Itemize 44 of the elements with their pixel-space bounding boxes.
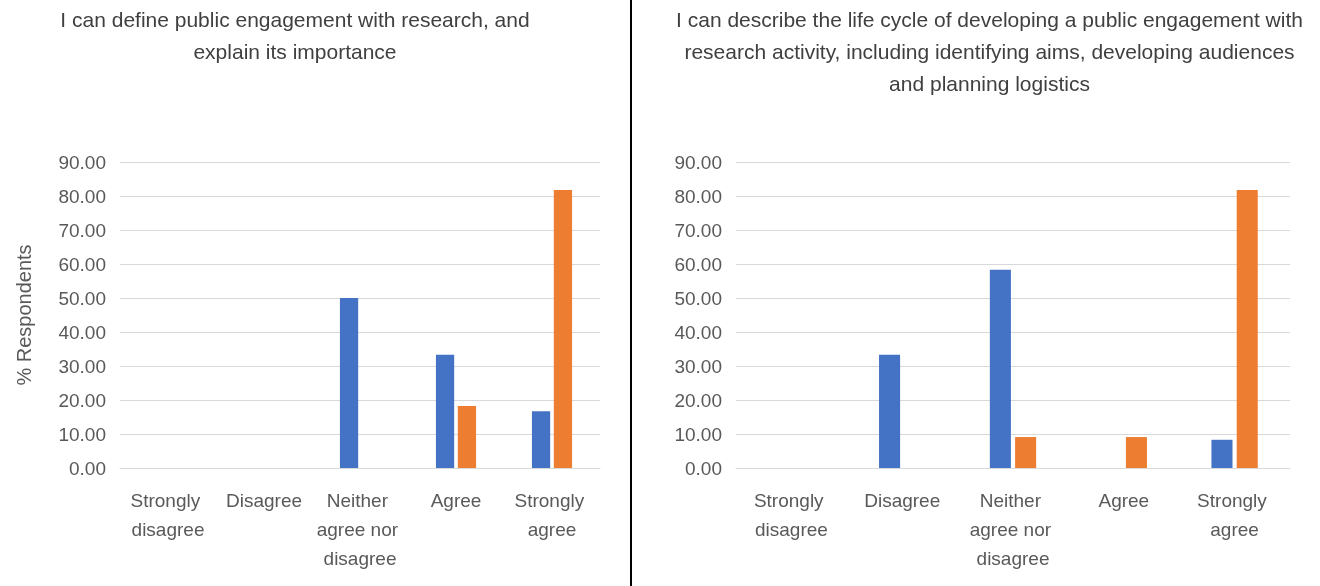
- y-tick-label: 10.00: [58, 423, 106, 445]
- y-tick-label: 20.00: [58, 389, 106, 411]
- y-tick-label: 60.00: [674, 253, 722, 275]
- x-tick-label: Disagree: [225, 490, 303, 511]
- x-tick-label: Neither agree nor disagree: [316, 490, 404, 569]
- bar: [339, 298, 359, 468]
- y-tick-label: 80.00: [58, 185, 106, 207]
- y-tick-label: 60.00: [58, 253, 106, 275]
- bar: [457, 406, 477, 468]
- x-tick-label: Strongly disagree: [753, 490, 829, 540]
- y-tick-label: 80.00: [674, 185, 722, 207]
- bar: [1125, 437, 1147, 468]
- bar: [435, 354, 455, 468]
- bar: [1015, 437, 1037, 468]
- x-tick-label: Agree: [430, 490, 482, 511]
- bar: [1236, 189, 1258, 468]
- y-tick-label: 90.00: [674, 151, 722, 173]
- y-axis-title: % Respondents: [13, 244, 35, 386]
- bar: [531, 411, 551, 468]
- x-tick-label: Strongly disagree: [130, 490, 206, 540]
- y-tick-label: 30.00: [674, 355, 722, 377]
- bar: [989, 269, 1011, 468]
- bar: [1211, 439, 1233, 468]
- chart-title: I can describe the life cycle of developing a public engagement with research activity, including identifying aims, developing audiences and planning logistics: [675, 7, 1304, 97]
- x-tick-label: Neither agree nor disagree: [969, 490, 1057, 569]
- x-tick-label: Strongly agree: [1197, 490, 1273, 540]
- y-tick-label: 30.00: [58, 355, 106, 377]
- y-tick-label: 0.00: [685, 457, 722, 479]
- y-tick-label: 50.00: [58, 287, 106, 309]
- y-tick-label: 90.00: [58, 151, 106, 173]
- y-tick-label: 0.00: [69, 457, 106, 479]
- y-tick-label: 10.00: [674, 423, 722, 445]
- y-tick-label: 40.00: [674, 321, 722, 343]
- bar: [553, 189, 573, 468]
- y-tick-label: 70.00: [58, 219, 106, 241]
- chart-title: I can define public engagement with research, and explain its importance: [59, 7, 531, 65]
- y-tick-label: 20.00: [674, 389, 722, 411]
- y-tick-label: 40.00: [58, 321, 106, 343]
- bar: [879, 354, 901, 468]
- y-tick-label: 70.00: [674, 219, 722, 241]
- x-tick-label: Strongly agree: [514, 490, 590, 540]
- x-tick-label: Agree: [1098, 490, 1150, 511]
- y-tick-label: 50.00: [674, 287, 722, 309]
- x-tick-label: Disagree: [864, 490, 941, 511]
